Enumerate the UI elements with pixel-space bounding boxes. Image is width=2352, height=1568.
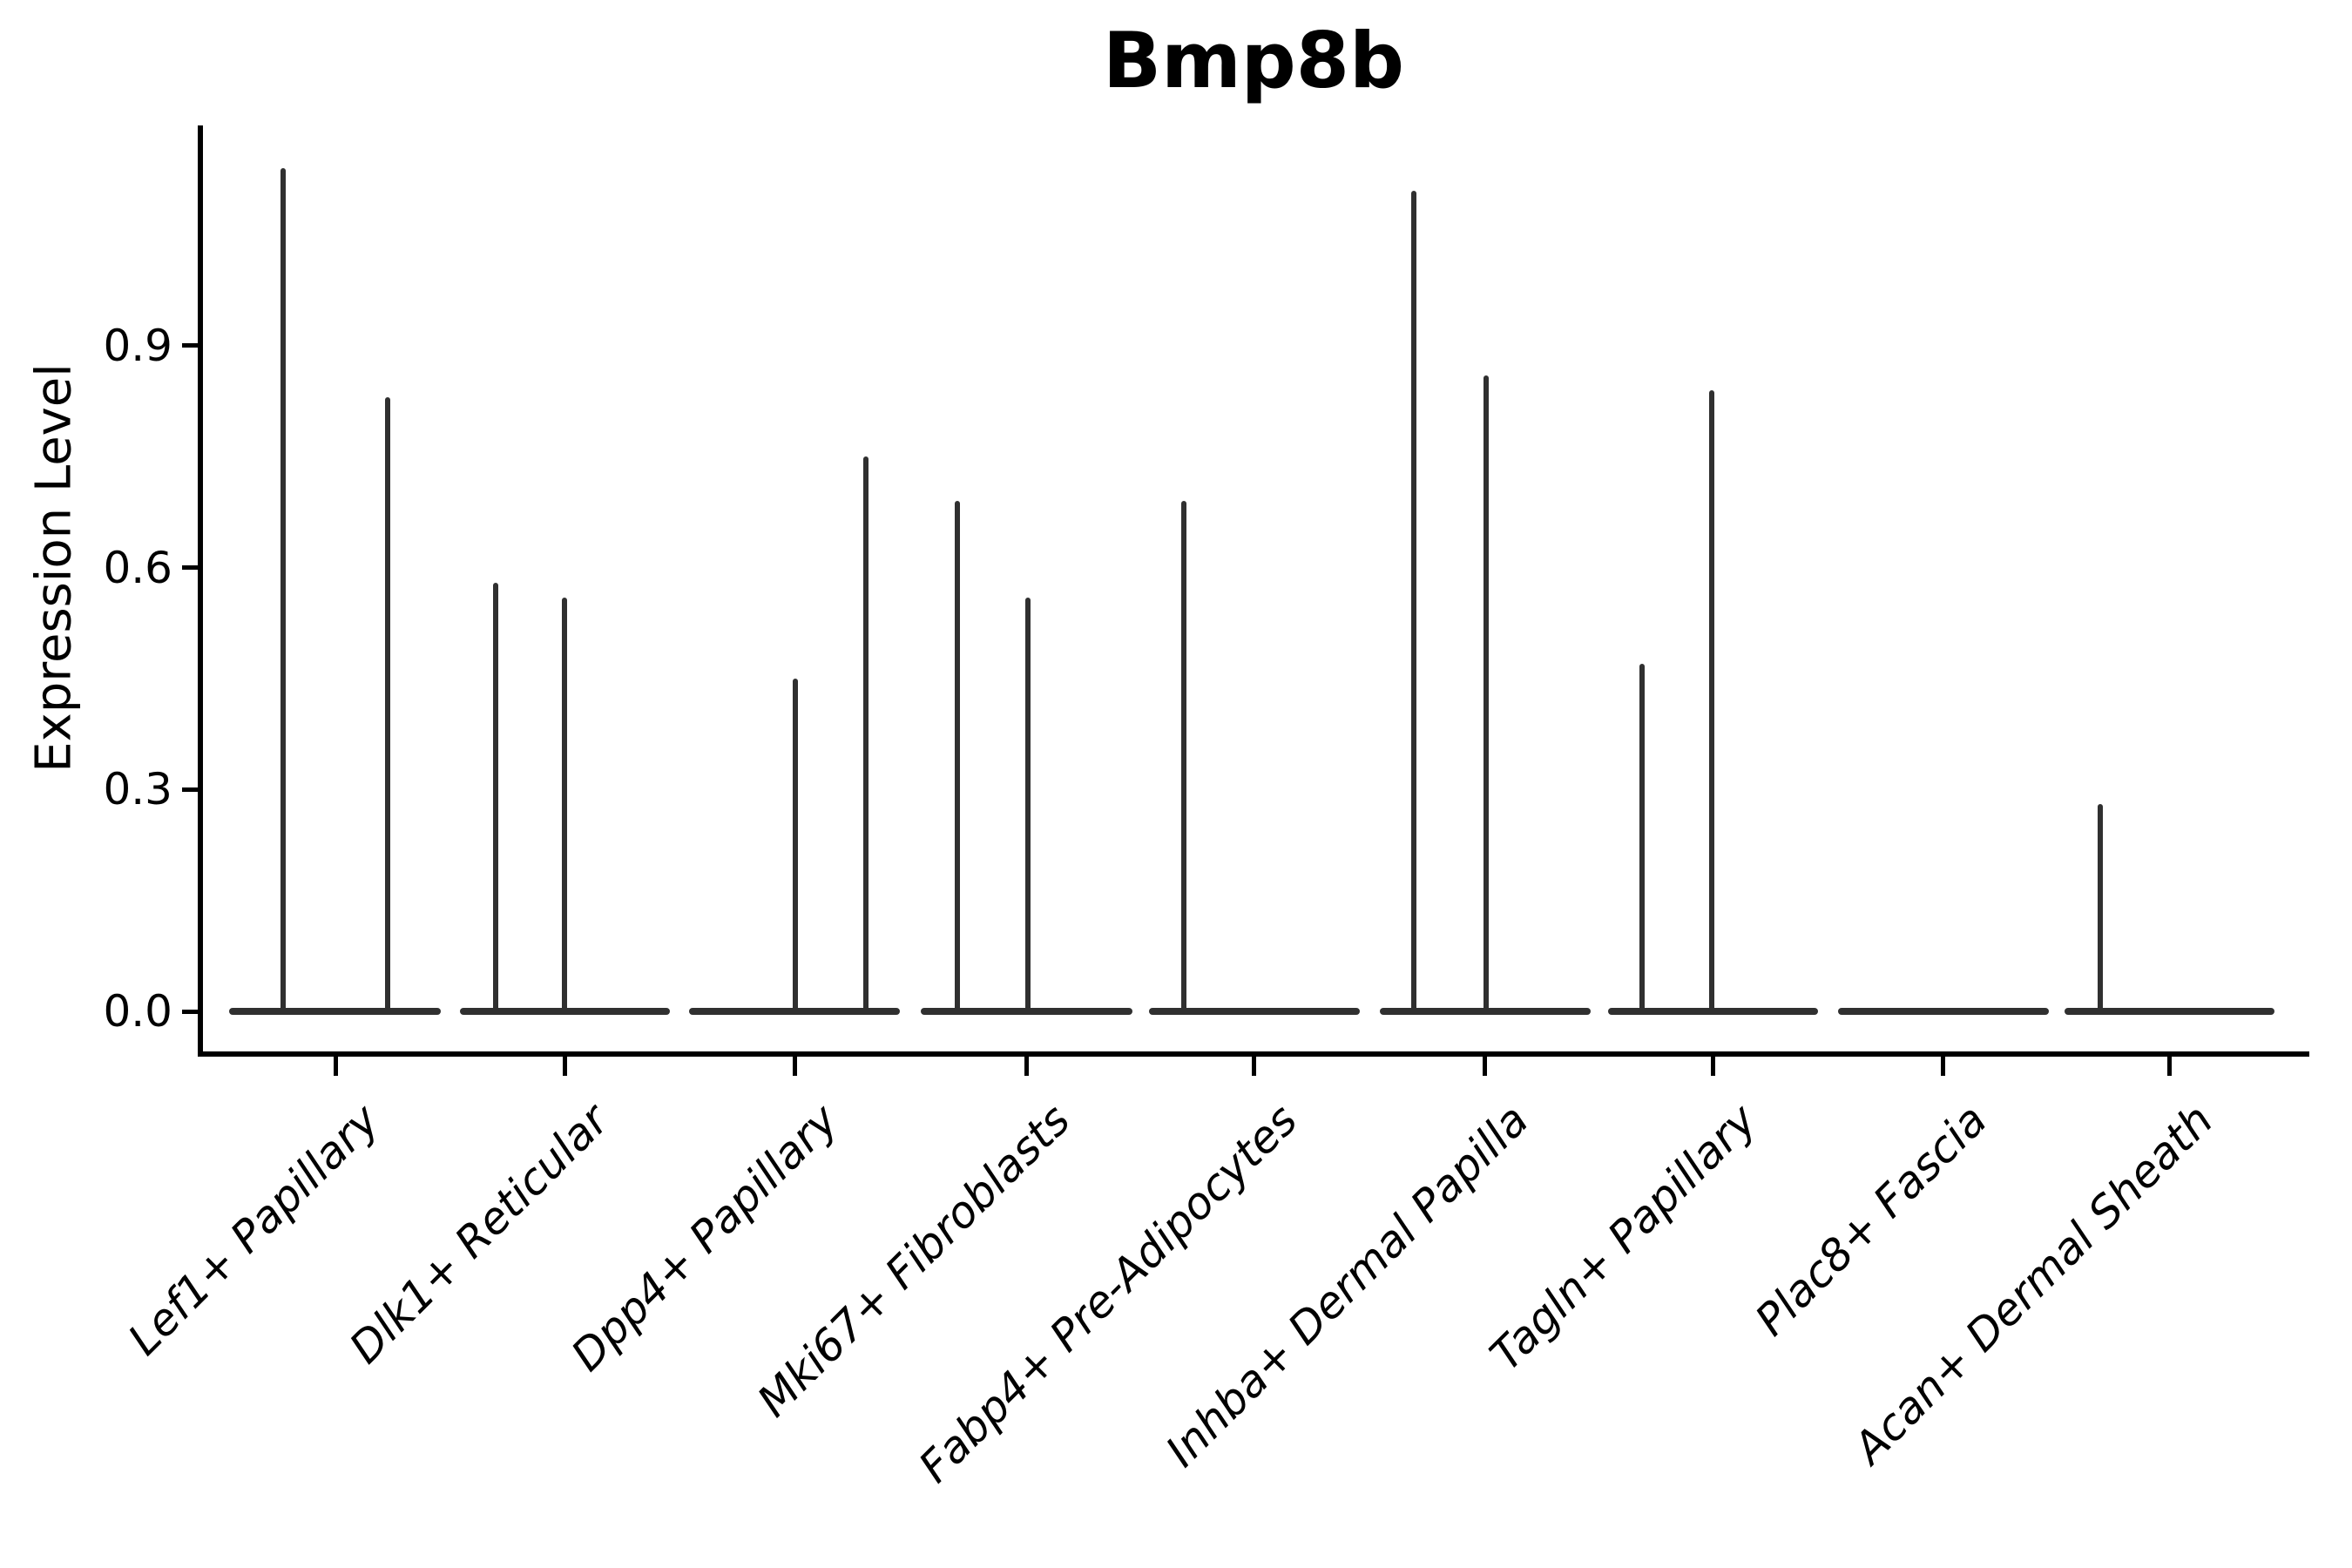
violin-baseline — [2065, 1008, 2274, 1015]
violin-spike — [1709, 389, 1714, 1011]
violin-spike — [793, 678, 798, 1011]
x-tick-mark — [1024, 1057, 1029, 1076]
violin-baseline — [689, 1008, 900, 1015]
x-tick-label: Fabp4+ Pre-Adipocytes — [909, 1094, 1308, 1493]
violin-baseline — [1608, 1008, 1818, 1015]
violin-baseline — [921, 1008, 1132, 1015]
violin-spike — [863, 456, 868, 1011]
violin-baseline — [1838, 1008, 2049, 1015]
x-tick-mark — [1251, 1057, 1256, 1076]
violin-spike — [493, 582, 498, 1011]
x-tick-mark — [562, 1057, 567, 1076]
x-tick-mark — [1710, 1057, 1715, 1076]
y-axis-spine — [198, 125, 203, 1057]
violin-baseline — [1149, 1008, 1360, 1015]
y-tick-label: 0.3 — [103, 764, 172, 815]
y-tick-label: 0.0 — [103, 986, 172, 1037]
y-tick-label: 0.9 — [103, 320, 172, 371]
y-tick-mark — [182, 343, 198, 348]
violin-baseline — [1380, 1008, 1591, 1015]
y-tick-mark — [182, 1009, 198, 1014]
x-tick-mark — [1940, 1057, 1945, 1076]
violin-spike — [280, 168, 286, 1011]
violin-spike — [1411, 190, 1416, 1011]
y-tick-mark — [182, 787, 198, 792]
violin-baseline — [460, 1008, 670, 1015]
x-tick-label: Plac8+ Fascia — [1745, 1094, 1997, 1346]
x-tick-mark — [792, 1057, 797, 1076]
violin-spike — [2098, 804, 2103, 1011]
violin-spike — [1025, 597, 1031, 1011]
x-tick-mark — [1482, 1057, 1487, 1076]
violin-spike — [1484, 375, 1489, 1011]
x-axis-spine — [198, 1051, 2309, 1057]
y-tick-label: 0.6 — [103, 542, 172, 593]
x-tick-mark — [2166, 1057, 2172, 1076]
violin-spike — [1639, 663, 1645, 1011]
violin-spike — [955, 501, 960, 1011]
x-tick-mark — [333, 1057, 338, 1076]
violin-spike — [1181, 501, 1186, 1011]
chart-title: Bmp8b — [1103, 16, 1404, 105]
violin-spike — [385, 397, 390, 1011]
violin-baseline — [229, 1008, 441, 1015]
violin-spike — [562, 597, 567, 1011]
y-tick-mark — [182, 565, 198, 571]
x-tick-label: Lef1+ Papillary — [118, 1094, 389, 1365]
